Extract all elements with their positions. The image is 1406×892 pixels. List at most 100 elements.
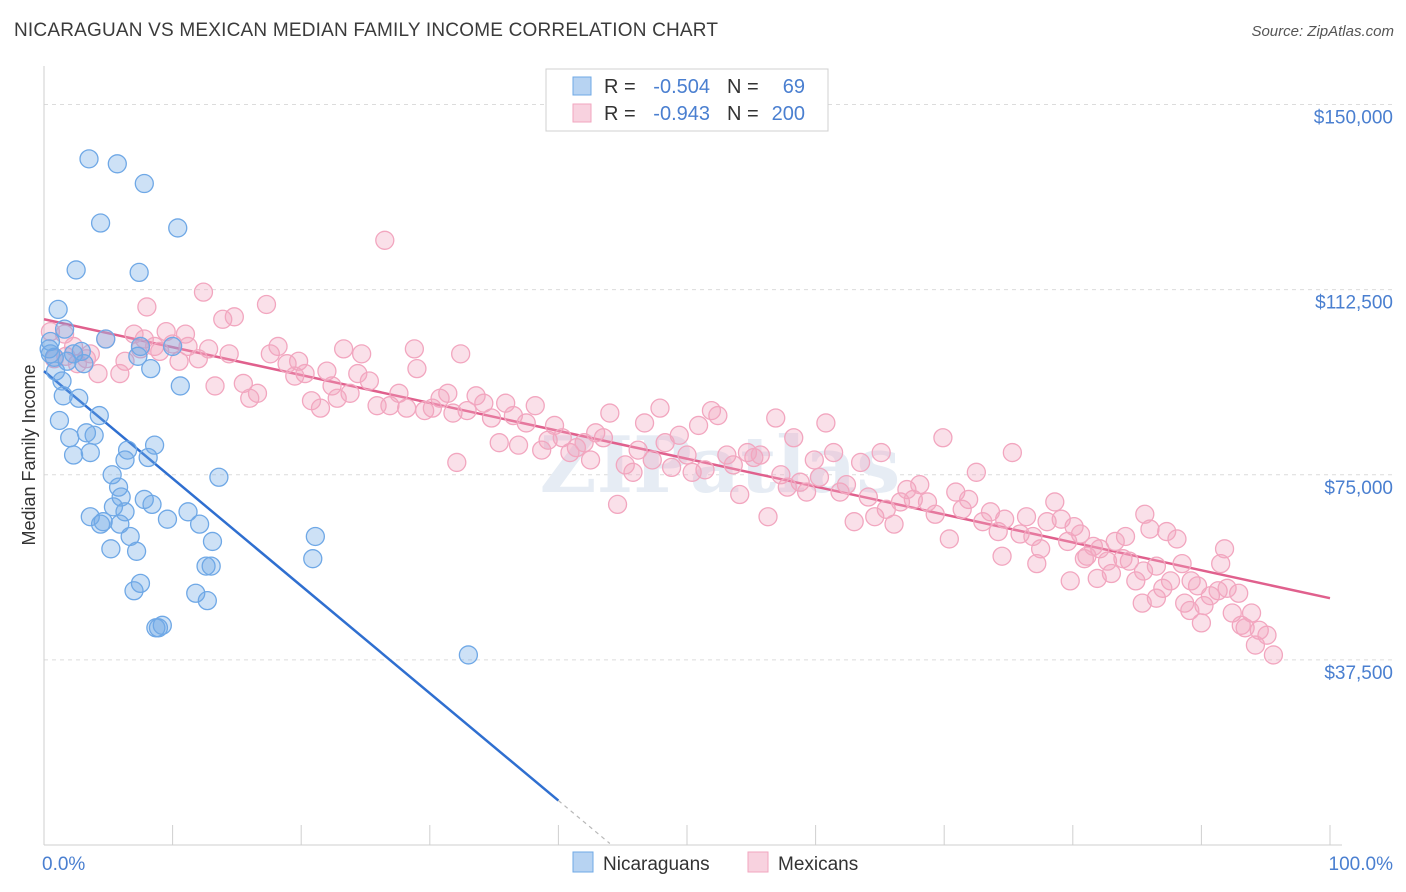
nicaraguans-point-0 [79, 149, 99, 169]
nicaraguans-point-28 [115, 450, 135, 470]
mexicans-point-192 [1211, 553, 1231, 574]
mexicans-point-139 [973, 512, 993, 532]
mexicans-point-116 [816, 413, 836, 433]
nicaraguans-point-66 [162, 336, 183, 357]
x-tick-labels: 0.0% 100.0% [42, 854, 1393, 875]
mexicans-point-189 [1101, 563, 1122, 584]
mexicans-point-106 [750, 445, 770, 465]
mexicans-point-87 [623, 462, 643, 482]
mexicans-point-47 [348, 363, 368, 384]
nicaraguans-point-51 [101, 539, 121, 559]
mexicans-point-195 [1231, 615, 1251, 635]
mexicans-point-111 [784, 428, 804, 448]
nicaraguans-point-24 [69, 388, 89, 408]
mexicans-point-109 [771, 465, 791, 485]
nicaraguans-point-43 [90, 514, 111, 534]
nicaraguans-point-23 [53, 386, 73, 406]
mexicans-point-137 [958, 489, 979, 510]
mexicans-point-24 [193, 282, 214, 302]
nicaraguans-points [39, 149, 479, 665]
nicaraguans-point-31 [60, 428, 80, 448]
nicaraguans-point-58 [130, 573, 151, 594]
y-tick-label-3: $150,000 [1314, 108, 1393, 129]
mexicans-point-15 [137, 297, 157, 317]
nicaraguans-point-40 [142, 494, 162, 515]
mexicans-point-132 [925, 504, 945, 524]
legend-r-label-0: R = [604, 76, 636, 98]
legend-r-label-1: R = [604, 103, 636, 125]
mexicans-point-190 [1172, 553, 1192, 574]
mexicans-point-77 [552, 428, 572, 448]
mexicans-point-196 [1180, 600, 1200, 621]
mexicans-point-85 [607, 494, 628, 515]
mexicans-point-33 [256, 294, 277, 315]
bottom-legend-label-0: Nicaraguans [603, 854, 710, 875]
mexicans-point-147 [1031, 539, 1051, 559]
nicaraguans-point-26 [89, 405, 109, 426]
nicaraguans-point-2 [134, 173, 154, 194]
mexicans-point-176 [1229, 583, 1249, 603]
mexicans-point-61 [443, 403, 463, 423]
mexicans-point-67 [481, 408, 502, 428]
mexicans-point-107 [758, 507, 778, 527]
mexicans-point-160 [1119, 551, 1140, 571]
nicaraguans-point-15 [71, 341, 91, 362]
mexicans-point-167 [1167, 529, 1187, 549]
mexicans-point-118 [830, 482, 850, 502]
mexicans-point-174 [1214, 539, 1235, 559]
mexicans-point-26 [205, 376, 225, 396]
nicaraguans-point-38 [209, 467, 229, 487]
mexicans-point-25 [198, 339, 219, 359]
mexicans-point-112 [790, 472, 810, 492]
mexicans-point-46 [340, 383, 360, 403]
mexicans-point-65 [466, 386, 486, 406]
legend-n-label-0: N = [727, 76, 759, 98]
nicaraguans-point-41 [103, 497, 124, 517]
nicaraguans-point-47 [178, 502, 198, 522]
mexicans-point-86 [615, 455, 635, 475]
mexicans-point-124 [871, 442, 891, 463]
mexicans-point-97 [688, 415, 709, 436]
nicaraguans-point-19 [45, 361, 66, 381]
legend-n-value-0: 69 [783, 76, 805, 98]
nicaraguans-point-53 [202, 531, 223, 552]
mexicans-point-32 [247, 383, 268, 403]
nicaraguans-point-34 [63, 445, 84, 465]
bottom-legend: Nicaraguans Mexicans [572, 851, 858, 875]
nicaraguans-point-56 [196, 556, 216, 576]
mexicans-point-93 [661, 457, 682, 478]
y-tick-label-1: $75,000 [1324, 478, 1393, 499]
mexicans-point-199 [1132, 593, 1152, 613]
nicaraguans-point-55 [303, 549, 323, 569]
mexicans-point-193 [1245, 635, 1266, 655]
mexicans-point-66 [474, 393, 494, 413]
nicaraguans-trend-extension [558, 800, 611, 844]
mexicans-point-170 [1187, 576, 1208, 596]
mexicans-point-178 [1241, 603, 1262, 623]
mexicans-point-10 [110, 363, 130, 384]
mexicans-point-53 [389, 383, 409, 403]
nicaraguans-point-20 [141, 358, 161, 379]
mexicans-point-38 [288, 351, 309, 371]
mexicans-point-119 [836, 474, 857, 495]
mexicans-point-188 [1060, 571, 1080, 591]
nicaraguans-point-4 [90, 213, 111, 233]
nicaraguans-point-22 [170, 376, 190, 396]
nicaraguans-point-57 [201, 556, 221, 576]
legend-box [545, 68, 829, 132]
mexicans-point-123 [865, 507, 885, 527]
nicaraguans-point-52 [126, 541, 147, 561]
mexicans-point-57 [415, 400, 435, 421]
mexicans-point-27 [213, 309, 233, 329]
mexicans-point-149 [1045, 492, 1065, 512]
mexicans-point-148 [1037, 512, 1057, 532]
mexicans-point-143 [1002, 442, 1023, 463]
mexicans-point-113 [796, 482, 817, 502]
nicaraguans-point-25 [49, 410, 70, 431]
mexicans-point-163 [1140, 519, 1160, 539]
legend-r-value-1: -0.943 [653, 103, 710, 125]
nicaraguans-point-1 [107, 154, 127, 174]
mexicans-point-166 [1160, 571, 1181, 591]
nicaraguans-point-64 [148, 618, 169, 638]
y-tick-labels: $37,500 $75,000 $112,500 $150,000 [1314, 108, 1393, 684]
